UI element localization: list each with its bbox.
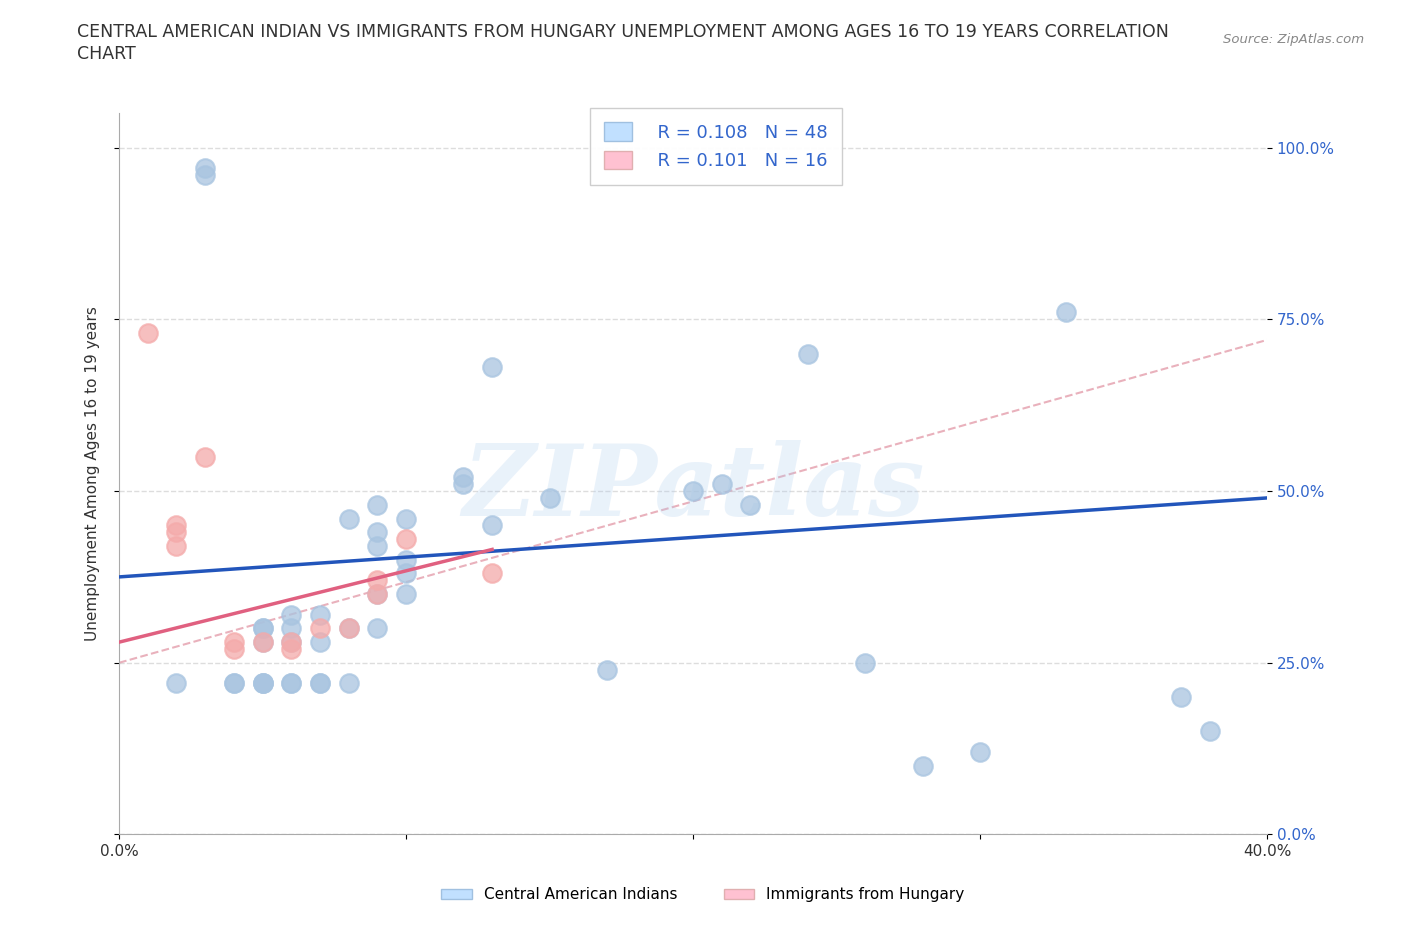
Point xyxy=(252,676,274,691)
Point xyxy=(395,532,418,547)
Point xyxy=(194,167,217,182)
Point xyxy=(280,642,302,657)
Point xyxy=(280,634,302,649)
Point xyxy=(165,518,187,533)
Point xyxy=(710,477,733,492)
Point xyxy=(165,538,187,553)
Point xyxy=(337,512,360,526)
Point xyxy=(366,587,388,602)
Point xyxy=(194,161,217,176)
Point xyxy=(337,621,360,636)
Point xyxy=(596,662,619,677)
Point xyxy=(1198,724,1220,739)
Point xyxy=(682,484,704,498)
Point xyxy=(395,587,418,602)
Point xyxy=(309,634,332,649)
Point xyxy=(366,498,388,512)
Text: Source: ZipAtlas.com: Source: ZipAtlas.com xyxy=(1223,33,1364,46)
Point xyxy=(252,621,274,636)
Point xyxy=(222,634,245,649)
Point xyxy=(481,518,503,533)
Point xyxy=(309,621,332,636)
Text: ZIPatlas: ZIPatlas xyxy=(461,440,924,537)
Point xyxy=(1054,305,1077,320)
Point xyxy=(453,470,475,485)
Point xyxy=(395,552,418,567)
Point xyxy=(395,566,418,581)
Point xyxy=(280,676,302,691)
Point xyxy=(337,621,360,636)
Point xyxy=(453,477,475,492)
Point xyxy=(252,676,274,691)
Point xyxy=(969,745,991,760)
Text: CENTRAL AMERICAN INDIAN VS IMMIGRANTS FROM HUNGARY UNEMPLOYMENT AMONG AGES 16 TO: CENTRAL AMERICAN INDIAN VS IMMIGRANTS FR… xyxy=(77,23,1170,41)
Point xyxy=(252,634,274,649)
Point xyxy=(911,758,934,773)
Point xyxy=(538,490,561,505)
Point xyxy=(366,587,388,602)
Point xyxy=(481,360,503,375)
Point xyxy=(853,656,876,671)
Point xyxy=(366,538,388,553)
Point xyxy=(481,566,503,581)
Point xyxy=(252,676,274,691)
Point xyxy=(366,621,388,636)
Point xyxy=(222,676,245,691)
Point xyxy=(136,326,159,340)
Text: CHART: CHART xyxy=(77,45,136,62)
Point xyxy=(395,512,418,526)
Legend:   R = 0.108   N = 48,   R = 0.101   N = 16: R = 0.108 N = 48, R = 0.101 N = 16 xyxy=(591,108,842,184)
Point xyxy=(280,676,302,691)
Point xyxy=(252,634,274,649)
Point xyxy=(797,346,820,361)
Point xyxy=(309,607,332,622)
Point xyxy=(222,642,245,657)
Legend: Central American Indians, Immigrants from Hungary: Central American Indians, Immigrants fro… xyxy=(436,882,970,909)
Point xyxy=(366,525,388,539)
Point xyxy=(252,621,274,636)
Y-axis label: Unemployment Among Ages 16 to 19 years: Unemployment Among Ages 16 to 19 years xyxy=(86,307,100,642)
Point xyxy=(309,676,332,691)
Point xyxy=(309,676,332,691)
Point xyxy=(366,573,388,588)
Point xyxy=(337,676,360,691)
Point xyxy=(1170,690,1192,705)
Point xyxy=(740,498,762,512)
Point xyxy=(222,676,245,691)
Point xyxy=(280,607,302,622)
Point xyxy=(194,449,217,464)
Point xyxy=(280,634,302,649)
Point xyxy=(165,676,187,691)
Point xyxy=(280,621,302,636)
Point xyxy=(165,525,187,539)
